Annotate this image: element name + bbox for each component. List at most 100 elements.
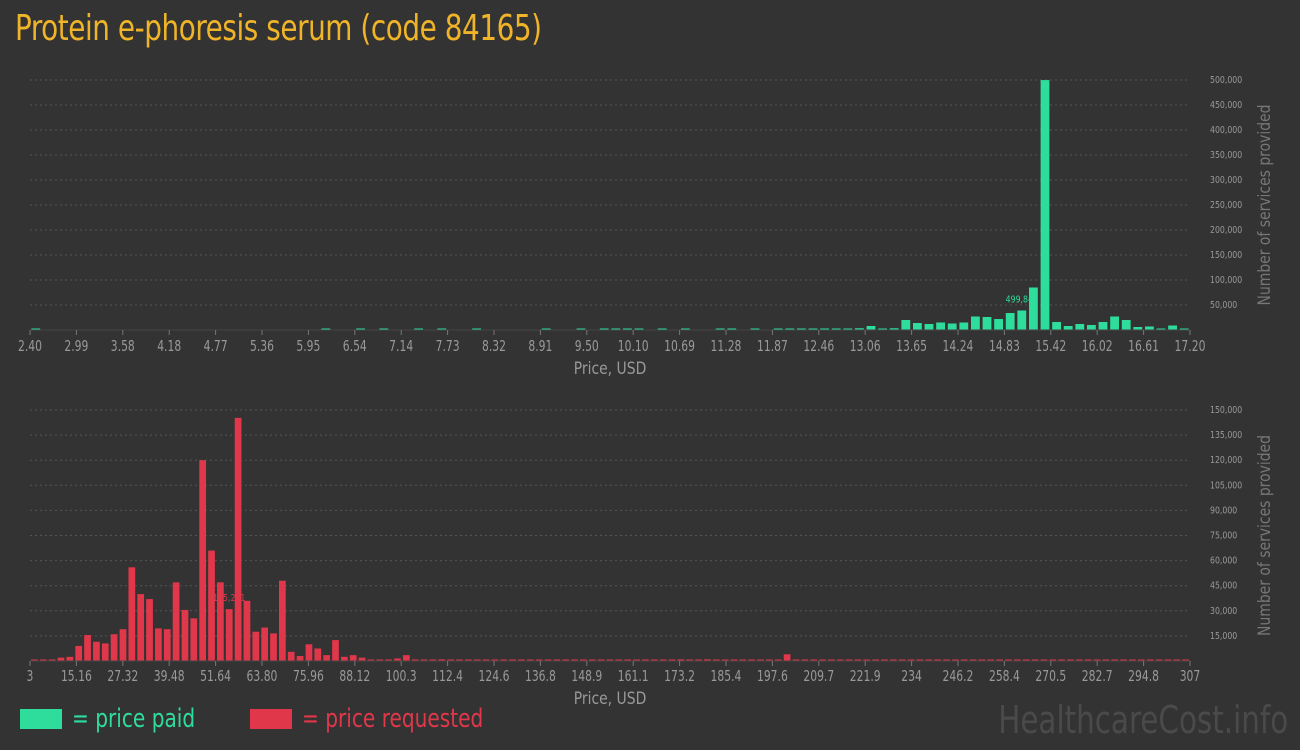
requested-ytick-label: 105,000	[1210, 480, 1242, 491]
requested-bar	[783, 654, 791, 661]
requested-bar	[1182, 659, 1189, 661]
requested-bar	[1005, 659, 1012, 661]
requested-bar	[721, 659, 729, 661]
requested-bar	[1102, 659, 1110, 661]
paid-xtick-label: 14.83	[989, 338, 1020, 355]
requested-bar	[544, 659, 552, 661]
paid-xtick-label: 2.99	[64, 338, 88, 355]
requested-bar	[571, 659, 578, 661]
requested-bar	[934, 659, 941, 661]
requested-xtick-label: 27.32	[107, 668, 138, 685]
requested-bar	[279, 580, 286, 661]
requested-ytick-label: 135,000	[1210, 430, 1242, 441]
requested-bar	[889, 659, 897, 661]
paid-bar	[808, 328, 818, 330]
paid-bar	[472, 328, 482, 330]
requested-bar	[792, 659, 800, 661]
requested-bar	[597, 659, 605, 661]
requested-bar	[633, 659, 640, 661]
requested-xtick-label: 197.6	[757, 668, 788, 685]
requested-bar	[668, 659, 676, 661]
requested-bar	[1075, 659, 1083, 661]
paid-xtick-label: 3.58	[111, 338, 135, 355]
requested-bar	[1067, 659, 1074, 661]
paid-bar	[680, 328, 690, 330]
paid-xtick-label: 5.95	[296, 338, 320, 355]
requested-bar	[1058, 659, 1065, 661]
requested-ytick-label: 75,000	[1210, 531, 1238, 542]
requested-bar	[1129, 659, 1136, 661]
requested-xtick-label: 307	[1180, 668, 1201, 685]
requested-xtick-label: 112.4	[432, 668, 463, 685]
paid-ytick-label: 350,000	[1210, 150, 1242, 161]
requested-xtick-label: 246.2	[943, 668, 974, 685]
paid-bar	[1052, 322, 1062, 330]
requested-bar	[677, 659, 685, 661]
requested-bar	[951, 659, 959, 661]
paid-peak-label: 499,847	[1006, 295, 1038, 306]
requested-bar	[1084, 659, 1092, 661]
requested-bar	[137, 594, 145, 661]
requested-bar	[562, 659, 570, 661]
paid-bar	[599, 328, 609, 330]
paid-bar	[1028, 287, 1038, 330]
requested-bar	[916, 659, 924, 661]
requested-bar	[376, 659, 384, 661]
requested-bar	[429, 659, 437, 661]
requested-bar	[217, 582, 224, 661]
requested-xtick-label: 3	[27, 668, 34, 685]
requested-ytick-label: 15,000	[1210, 631, 1238, 642]
paid-bar	[924, 324, 934, 330]
requested-xtick-label: 294.8	[1128, 668, 1159, 685]
requested-bar	[261, 627, 269, 661]
requested-bar	[739, 659, 747, 661]
paid-bar	[796, 328, 806, 330]
paid-bar	[866, 326, 876, 330]
paid-bar	[634, 328, 644, 330]
requested-bar	[1049, 659, 1057, 661]
paid-xtick-label: 7.14	[389, 338, 413, 355]
requested-yaxis-label: Number of services provided	[1255, 435, 1275, 636]
requested-xtick-label: 173.2	[664, 668, 695, 685]
requested-bar	[367, 659, 375, 661]
requested-bar	[712, 659, 720, 661]
requested-bar	[748, 659, 756, 661]
paid-bar	[785, 328, 795, 330]
requested-bar	[766, 659, 773, 661]
paid-bar	[379, 328, 389, 330]
requested-bar	[978, 659, 986, 661]
paid-bar	[1086, 325, 1096, 330]
paid-bar	[959, 322, 969, 330]
legend-requested-label: = price requested	[302, 704, 484, 734]
paid-bar	[727, 328, 737, 330]
legend-requested-swatch	[250, 709, 292, 729]
requested-bar	[101, 643, 109, 661]
requested-bar	[172, 582, 180, 661]
paid-bar	[831, 328, 841, 330]
paid-bar	[31, 328, 41, 330]
paid-xtick-label: 10.10	[618, 338, 649, 355]
requested-bar	[1173, 659, 1181, 661]
requested-bar	[411, 659, 419, 661]
requested-bar	[553, 659, 561, 661]
paid-xtick-label: 16.61	[1128, 338, 1159, 355]
requested-bar	[296, 655, 304, 661]
requested-bar	[1111, 659, 1119, 661]
requested-bar	[1013, 659, 1021, 661]
paid-ytick-label: 400,000	[1210, 125, 1242, 136]
requested-ytick-label: 150,000	[1210, 405, 1242, 416]
paid-xtick-label: 13.65	[896, 338, 927, 355]
paid-bar	[1144, 326, 1154, 330]
paid-xtick-label: 8.32	[482, 338, 506, 355]
requested-bar	[925, 659, 933, 661]
requested-xtick-label: 39.48	[154, 668, 185, 685]
paid-bar	[901, 320, 911, 330]
requested-bar	[39, 659, 47, 661]
paid-xtick-label: 6.54	[343, 338, 367, 355]
requested-bar	[340, 656, 348, 661]
requested-bar	[509, 659, 516, 661]
requested-bar	[606, 659, 614, 661]
requested-xtick-label: 75.96	[293, 668, 324, 685]
requested-ytick-label: 45,000	[1210, 581, 1238, 592]
